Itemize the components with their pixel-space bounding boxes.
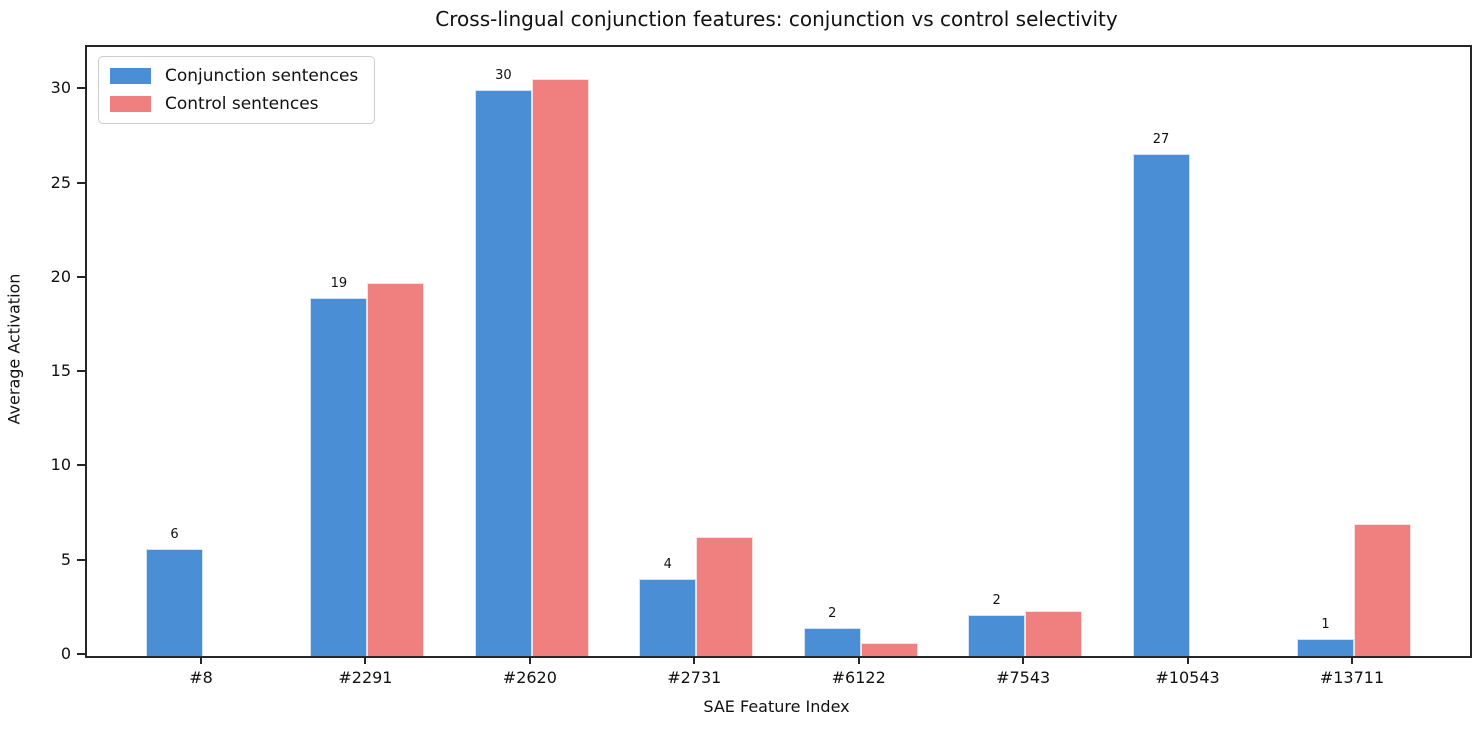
bar-value-label: 30 [495, 68, 512, 84]
bar-value-label: 2 [828, 605, 837, 621]
x-tick-label: #13711 [1319, 668, 1385, 687]
x-tick-label: #10543 [1155, 668, 1220, 687]
x-tick-mark [200, 656, 202, 664]
x-tick-mark [693, 656, 696, 664]
y-tick-label: 20 [50, 266, 71, 286]
x-tick-mark [1351, 656, 1353, 664]
bar-value-label: 6 [170, 526, 179, 542]
y-tick-mark [77, 275, 85, 278]
bar-control-2731 [696, 537, 754, 656]
x-tick-label: #8 [189, 668, 213, 687]
plot-area: Conjunction sentences Control sentences … [85, 45, 1472, 658]
x-axis-label: SAE Feature Index [703, 697, 850, 716]
bar-conjunction-2291 [310, 297, 368, 656]
control-color-swatch [110, 96, 151, 112]
y-tick-label: 15 [50, 361, 71, 381]
x-tick-label: #6122 [831, 668, 886, 687]
legend-label-control: Control sentences [165, 94, 319, 114]
bar-value-label: 4 [663, 556, 672, 572]
x-tick-label: #2731 [667, 668, 722, 687]
x-tick-mark [528, 656, 531, 664]
x-tick-label: #2620 [502, 668, 557, 687]
x-tick-mark [364, 656, 367, 664]
bar-control-6122 [860, 642, 918, 656]
x-tick-label: #2291 [338, 668, 393, 687]
bar-conjunction-2731 [639, 578, 697, 656]
y-tick-label: 30 [50, 78, 71, 98]
y-tick-mark [77, 558, 85, 561]
bar-conjunction-10543 [1132, 154, 1190, 656]
bar-conjunction-8 [146, 548, 203, 656]
y-tick-mark [77, 370, 85, 373]
legend-item-conjunction: Conjunction sentences [110, 66, 358, 86]
y-tick-label: 5 [60, 549, 71, 569]
bar-value-label: 1 [1321, 617, 1330, 633]
y-tick-label: 0 [60, 644, 71, 663]
bar-conjunction-6122 [803, 627, 861, 656]
bar-conjunction-13711 [1297, 639, 1354, 656]
bar-control-2620 [531, 79, 589, 656]
x-tick-mark [857, 656, 860, 664]
bar-control-2291 [367, 282, 425, 656]
bar-conjunction-7543 [968, 614, 1026, 656]
conjunction-color-swatch [110, 68, 151, 84]
bar-value-label: 19 [330, 275, 348, 291]
bar-control-7543 [1025, 610, 1083, 656]
y-tick-mark [77, 464, 85, 467]
bar-conjunction-2620 [474, 90, 532, 656]
bar-value-label: 2 [992, 592, 1001, 608]
bar-value-label: 27 [1152, 132, 1170, 148]
bar-control-13711 [1354, 524, 1411, 656]
x-tick-mark [1022, 656, 1025, 664]
legend-label-conjunction: Conjunction sentences [165, 66, 359, 86]
x-tick-label: #7543 [996, 668, 1051, 687]
legend-item-control: Control sentences [110, 94, 358, 114]
y-tick-label: 25 [50, 172, 71, 192]
y-tick-mark [77, 181, 85, 184]
y-tick-mark [77, 87, 85, 90]
y-tick-label: 10 [50, 455, 71, 475]
y-tick-mark [77, 653, 85, 655]
y-axis-label: Average Activation [4, 273, 24, 425]
x-tick-mark [1186, 656, 1189, 664]
legend: Conjunction sentences Control sentences [98, 56, 376, 124]
chart-title: Cross-lingual conjunction features: conj… [435, 7, 1118, 31]
